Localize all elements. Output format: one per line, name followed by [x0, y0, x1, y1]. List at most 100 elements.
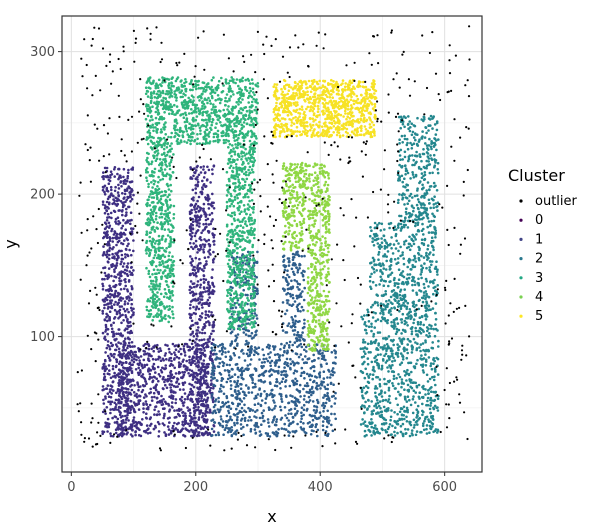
data-point	[436, 205, 439, 208]
data-point	[403, 155, 407, 159]
data-point	[399, 430, 403, 434]
data-point	[171, 395, 175, 398]
data-point	[229, 430, 233, 434]
data-point	[202, 286, 206, 289]
data-point	[422, 330, 425, 333]
data-point	[211, 268, 214, 271]
data-point	[296, 268, 300, 272]
data-point	[113, 352, 116, 356]
data-point	[361, 418, 364, 421]
data-point	[428, 334, 432, 338]
data-point	[201, 295, 204, 298]
data-point	[326, 387, 330, 391]
data-point	[419, 332, 423, 335]
data-point	[105, 346, 109, 350]
data-point	[395, 422, 399, 426]
data-point	[228, 358, 232, 362]
data-point	[201, 376, 205, 380]
data-point	[328, 376, 332, 379]
data-point	[250, 331, 254, 335]
data-point	[260, 411, 264, 415]
data-point	[203, 243, 207, 247]
data-point	[410, 330, 414, 333]
data-point	[115, 403, 118, 406]
data-point	[374, 319, 378, 323]
data-point	[411, 196, 414, 199]
data-point	[427, 392, 430, 396]
data-point	[131, 378, 134, 382]
data-point	[160, 403, 164, 407]
data-point	[430, 157, 433, 160]
data-point	[382, 234, 386, 238]
data-point	[424, 297, 427, 301]
data-point	[419, 273, 423, 276]
data-point	[318, 411, 322, 414]
data-point	[211, 282, 214, 286]
data-point	[285, 416, 289, 420]
data-point	[422, 410, 425, 414]
data-point	[302, 370, 306, 374]
data-point	[126, 177, 129, 180]
data-point	[400, 174, 404, 178]
data-point	[202, 369, 206, 372]
data-point	[288, 292, 292, 296]
data-point	[405, 183, 408, 186]
data-point	[421, 342, 425, 345]
data-point	[173, 351, 176, 354]
data-point	[403, 137, 407, 141]
data-point	[396, 343, 399, 346]
data-point	[157, 373, 161, 376]
data-point	[201, 291, 205, 294]
data-point	[129, 190, 132, 194]
data-point	[154, 358, 158, 361]
data-point	[321, 428, 325, 432]
data-point	[181, 360, 184, 363]
data-point	[325, 425, 329, 429]
data-point	[360, 388, 364, 392]
data-point	[287, 344, 291, 347]
data-point	[423, 237, 427, 241]
data-point	[376, 294, 380, 297]
data-point	[367, 398, 370, 402]
data-point	[300, 406, 304, 410]
data-point	[108, 315, 111, 319]
data-point	[175, 422, 179, 426]
data-point	[283, 268, 287, 272]
data-point	[428, 407, 432, 411]
data-point	[258, 388, 261, 391]
data-point	[254, 330, 257, 334]
data-point	[153, 344, 157, 348]
data-point	[219, 408, 222, 411]
data-point	[391, 302, 394, 306]
data-point	[108, 253, 111, 257]
data-point	[128, 331, 131, 334]
data-point	[156, 357, 160, 361]
data-point	[372, 431, 375, 434]
data-point	[107, 257, 111, 261]
data-point	[375, 237, 379, 241]
data-point	[124, 404, 128, 407]
data-point	[104, 323, 108, 327]
data-point	[204, 313, 208, 316]
data-point	[326, 391, 329, 395]
data-point	[270, 373, 273, 377]
data-point	[249, 427, 253, 431]
data-point	[207, 238, 211, 242]
data-point	[308, 391, 311, 395]
data-point	[170, 379, 173, 383]
data-point	[102, 252, 106, 255]
data-point	[416, 221, 420, 224]
data-point	[407, 242, 411, 246]
data-point	[102, 171, 105, 174]
data-point	[286, 301, 289, 305]
data-point	[205, 411, 209, 414]
data-point	[211, 232, 214, 235]
data-point	[418, 153, 422, 156]
data-point	[187, 393, 191, 397]
data-point	[403, 164, 407, 168]
data-point	[237, 389, 240, 393]
data-point	[111, 375, 115, 378]
data-point	[391, 363, 394, 367]
data-point	[142, 407, 145, 410]
data-point	[177, 361, 181, 364]
